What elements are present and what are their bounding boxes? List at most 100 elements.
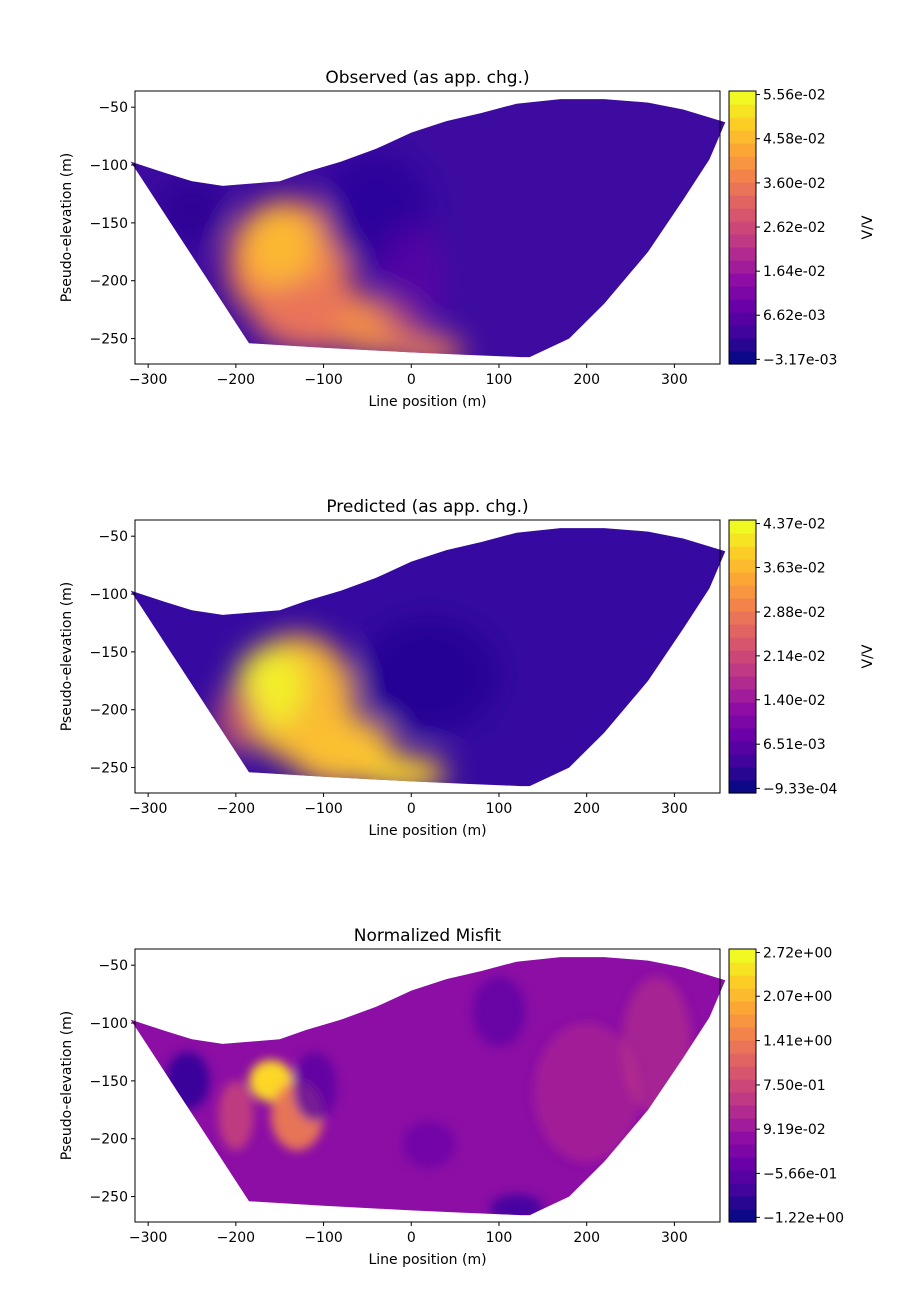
- colorbar-level: [729, 299, 756, 313]
- colorbar-tick-label: 1.64e-02: [763, 264, 826, 280]
- y-tick-label: −200: [90, 703, 128, 719]
- x-tick-label: −100: [304, 801, 342, 817]
- colorbar-level: [729, 715, 756, 729]
- colorbar-tick-label: 2.07e+00: [763, 989, 832, 1005]
- chart-title: Observed (as app. chg.): [325, 68, 529, 88]
- colorbar-level: [729, 767, 756, 781]
- colorbar-level: [729, 1183, 756, 1197]
- y-tick-label: −50: [98, 100, 128, 116]
- colorbar-level: [729, 260, 756, 274]
- x-tick-label: −300: [129, 1230, 167, 1246]
- colorbar-frame: [728, 519, 757, 794]
- colorbar-level: [729, 741, 756, 755]
- x-tick-label: 0: [407, 801, 416, 817]
- colorbar-level: [729, 1144, 756, 1158]
- contour-anomaly: [218, 1080, 254, 1151]
- x-tick-label: 300: [661, 1230, 688, 1246]
- colorbar-level: [729, 312, 756, 326]
- colorbar-level: [729, 338, 756, 352]
- colorbar-level: [729, 169, 756, 183]
- colorbar-level: [729, 975, 756, 989]
- colorbar-frame: [728, 948, 757, 1223]
- colorbar-tick-label: 1.40e-02: [763, 693, 826, 709]
- panel-2: −300 −200 −100 0 100 200 300 −50 −100 −150 −200 −25…: [59, 497, 876, 839]
- colorbar-level: [729, 780, 756, 794]
- colorbar-tick-label: −3.17e-03: [763, 352, 837, 368]
- y-axis-label: Pseudo-elevation (m): [59, 1011, 75, 1161]
- y-tick-label: −200: [90, 1132, 128, 1148]
- colorbar-level: [729, 273, 756, 287]
- colorbar-level: [729, 585, 756, 599]
- y-tick-label: −150: [90, 645, 128, 661]
- x-tick-label: −300: [129, 801, 167, 817]
- contour-anomaly: [244, 205, 315, 287]
- colorbar: 5.56e-02 4.58e-02 3.60e-02 2.62e-02 1.64e-02…: [728, 88, 876, 368]
- contour-anomaly: [292, 1051, 337, 1122]
- y-tick-label: −50: [98, 529, 128, 545]
- colorbar-level: [729, 1131, 756, 1145]
- colorbar-tick-label: 4.37e-02: [763, 517, 826, 533]
- x-tick-label: −200: [217, 372, 255, 388]
- colorbar-level: [729, 1079, 756, 1093]
- colorbar-level: [729, 1053, 756, 1067]
- contour-anomaly: [621, 976, 693, 1116]
- colorbar-level: [729, 91, 756, 105]
- x-axis-label: Line position (m): [368, 823, 486, 839]
- colorbar-tick-label: 6.51e-03: [763, 737, 826, 753]
- colorbar-label: V/V: [860, 215, 876, 239]
- x-tick-label: 300: [661, 372, 688, 388]
- plot-frame: [134, 948, 721, 1223]
- plot-frame: [134, 90, 721, 365]
- colorbar-level: [729, 650, 756, 664]
- colorbar-level: [729, 611, 756, 625]
- colorbar-level: [729, 624, 756, 638]
- colorbar-level: [729, 1014, 756, 1028]
- contour-anomaly: [165, 1051, 210, 1110]
- x-axis-label: Line position (m): [368, 1252, 486, 1268]
- y-tick-label: −50: [98, 958, 128, 974]
- colorbar-level: [729, 143, 756, 157]
- y-axis-label: Pseudo-elevation (m): [59, 582, 75, 732]
- colorbar-level: [729, 130, 756, 144]
- colorbar-tick-label: 5.56e-02: [763, 88, 826, 104]
- colorbar-level: [729, 1105, 756, 1119]
- panel-1: −300 −200 −100 0 100 200 300 −50 −100 −150 −200 −25…: [59, 68, 876, 410]
- x-tick-label: −100: [304, 372, 342, 388]
- colorbar-level: [729, 546, 756, 560]
- colorbar-tick-label: 4.58e-02: [763, 132, 826, 148]
- colorbar-level: [729, 208, 756, 222]
- y-tick-label: −250: [90, 1190, 128, 1206]
- colorbar-level: [729, 195, 756, 209]
- colorbar-level: [729, 533, 756, 547]
- contour-anomaly: [358, 755, 447, 787]
- contour-anomaly: [402, 1121, 456, 1168]
- colorbar-level: [729, 728, 756, 742]
- x-tick-label: −200: [217, 801, 255, 817]
- contour-anomaly: [490, 1194, 543, 1216]
- x-tick-label: −300: [129, 372, 167, 388]
- x-tick-label: 300: [661, 801, 688, 817]
- colorbar-level: [729, 1066, 756, 1080]
- colorbar-level: [729, 572, 756, 586]
- colorbar-tick-label: 2.72e+00: [763, 946, 832, 962]
- colorbar-level: [729, 1170, 756, 1184]
- x-tick-label: 100: [486, 801, 513, 817]
- colorbar-level: [729, 520, 756, 534]
- colorbar-tick-label: 3.63e-02: [763, 560, 826, 576]
- colorbar-level: [729, 754, 756, 768]
- colorbar-level: [729, 286, 756, 300]
- x-tick-label: 200: [573, 801, 600, 817]
- colorbar-tick-label: 6.62e-03: [763, 308, 826, 324]
- chart-title: Predicted (as app. chg.): [326, 497, 528, 517]
- colorbar-level: [729, 247, 756, 261]
- y-tick-label: −250: [90, 332, 128, 348]
- colorbar-level: [729, 988, 756, 1002]
- colorbar-tick-label: −1.22e+00: [763, 1210, 844, 1226]
- colorbar-tick-label: 9.19e-02: [763, 1122, 826, 1138]
- x-tick-label: 200: [573, 372, 600, 388]
- y-tick-label: −150: [90, 1074, 128, 1090]
- colorbar-level: [729, 598, 756, 612]
- contour-anomaly: [358, 617, 500, 734]
- colorbar-level: [729, 1001, 756, 1015]
